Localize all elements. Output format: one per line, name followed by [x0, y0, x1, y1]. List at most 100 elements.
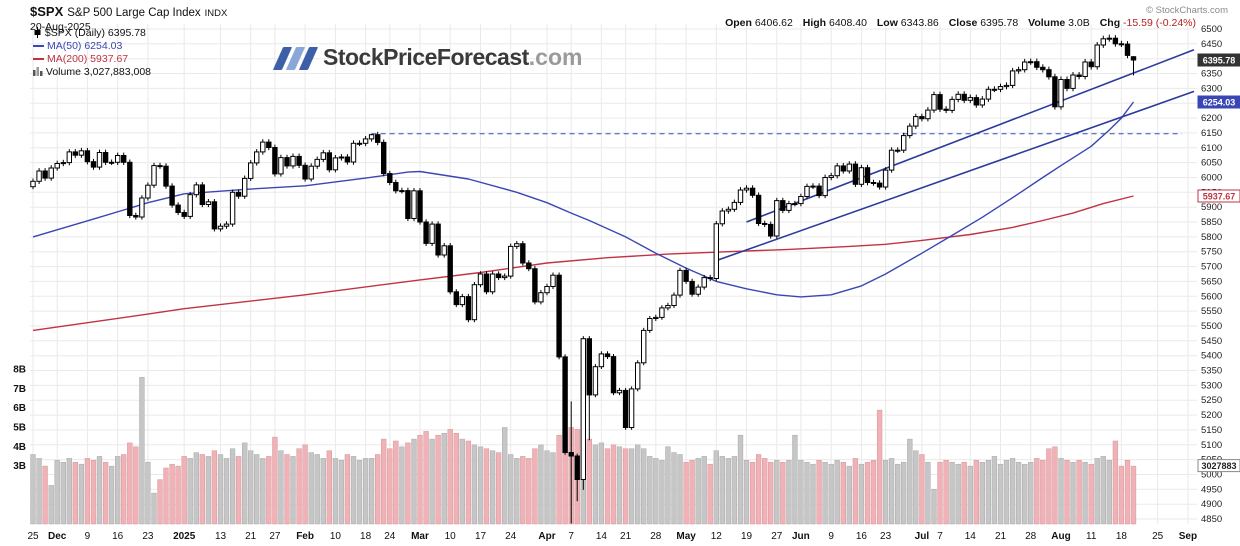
- candle: [719, 208, 725, 227]
- candle: [242, 175, 248, 199]
- candle: [659, 305, 665, 320]
- volume-bar: [538, 444, 544, 525]
- candle: [127, 159, 133, 219]
- candle: [78, 147, 85, 158]
- chart-header: $SPX S&P 500 Large Cap Index INDX 20-Aug-2…: [30, 5, 227, 34]
- svg-text:Mar: Mar: [411, 531, 429, 542]
- watermark-tld: .com: [528, 44, 583, 70]
- candle: [465, 293, 472, 323]
- svg-text:3B: 3B: [13, 461, 26, 472]
- volume-axis: 3B 4B 5B 6B 7B 8B: [13, 365, 26, 473]
- svg-text:14: 14: [965, 531, 977, 542]
- volume-bar: [1046, 448, 1052, 525]
- volume-bar: [798, 460, 804, 525]
- candle: [1015, 66, 1022, 74]
- volume-bar: [659, 460, 665, 525]
- volume-bar: [181, 456, 187, 525]
- open-label: Open: [725, 17, 752, 29]
- candle: [72, 149, 78, 158]
- candle: [780, 197, 786, 214]
- candle: [284, 154, 290, 169]
- candle: [115, 152, 121, 165]
- svg-text:11: 11: [1086, 531, 1097, 542]
- candle: [229, 189, 236, 227]
- volume-bar: [254, 454, 260, 525]
- candle: [393, 179, 399, 194]
- candle: [1003, 82, 1010, 90]
- volume-bar: [223, 458, 230, 525]
- candle: [169, 183, 175, 208]
- candle: [671, 292, 677, 308]
- volume-bar: [84, 458, 91, 525]
- copyright-notice: © StockCharts.com: [1146, 5, 1228, 16]
- svg-text:5850: 5850: [1201, 217, 1222, 228]
- svg-text:Jul: Jul: [915, 531, 930, 542]
- svg-text:19: 19: [741, 531, 753, 542]
- svg-text:6395.78: 6395.78: [1203, 56, 1236, 66]
- candle: [635, 360, 641, 392]
- volume-bar: [30, 454, 36, 525]
- volume-bar: [72, 461, 78, 525]
- volume-bar: [362, 458, 369, 525]
- volume-bar: [435, 434, 441, 525]
- svg-text:5100: 5100: [1201, 440, 1222, 451]
- candle: [580, 336, 586, 490]
- volume-bar: [260, 458, 266, 525]
- svg-text:10: 10: [445, 531, 457, 542]
- chart-date: 20-Aug-2025: [30, 21, 91, 33]
- svg-text:6500: 6500: [1201, 24, 1222, 35]
- candle: [362, 136, 369, 147]
- candle: [792, 200, 798, 207]
- svg-text:14: 14: [596, 531, 608, 542]
- volume-bar: [326, 450, 332, 525]
- volume-bar: [375, 454, 381, 525]
- candle: [846, 161, 852, 174]
- candle: [102, 149, 109, 165]
- svg-text:5650: 5650: [1201, 276, 1222, 287]
- svg-text:6300: 6300: [1201, 83, 1222, 94]
- candle: [1022, 58, 1028, 73]
- volume-bar: [302, 444, 308, 525]
- volume-bar: [749, 461, 756, 525]
- volume-bar: [804, 461, 810, 525]
- volume-bar: [665, 446, 671, 525]
- candle: [725, 206, 732, 214]
- volume-bar: [737, 434, 744, 525]
- svg-text:6050: 6050: [1201, 158, 1222, 169]
- volume-bar: [229, 448, 236, 525]
- candle: [816, 183, 822, 199]
- svg-text:6B: 6B: [13, 403, 26, 414]
- volume-bar: [526, 458, 532, 525]
- volume-bar: [598, 442, 605, 525]
- candle: [1112, 35, 1119, 47]
- volume-bar: [217, 454, 224, 525]
- volume-bar: [616, 446, 623, 525]
- volume-bar: [852, 458, 859, 525]
- candle: [471, 282, 478, 323]
- volume-bar: [66, 458, 72, 525]
- volume-bar: [858, 463, 865, 525]
- volume-bar: [792, 434, 798, 525]
- candle: [211, 199, 218, 232]
- candle: [568, 401, 574, 524]
- candle: [459, 293, 466, 308]
- volume-bar: [42, 465, 48, 525]
- candle: [84, 147, 91, 165]
- svg-text:28: 28: [650, 531, 662, 542]
- volume-bar: [780, 461, 786, 525]
- volume-bar: [1124, 460, 1131, 525]
- volume-bar: [417, 434, 423, 525]
- quote-summary: Open 6406.62 High 6408.40 Low 6343.86 Cl…: [718, 17, 1196, 29]
- volume-bar: [870, 460, 877, 525]
- candle: [538, 290, 544, 305]
- price-value-box: 6254.03: [1197, 95, 1240, 109]
- candle: [296, 153, 302, 168]
- volume-bar: [54, 460, 60, 525]
- candle: [411, 188, 417, 222]
- svg-text:4B: 4B: [13, 442, 26, 453]
- volume-bar: [520, 456, 526, 525]
- volume-bar: [187, 458, 193, 525]
- candle: [1009, 67, 1016, 89]
- candle: [1028, 58, 1034, 65]
- volume-bar: [907, 438, 913, 525]
